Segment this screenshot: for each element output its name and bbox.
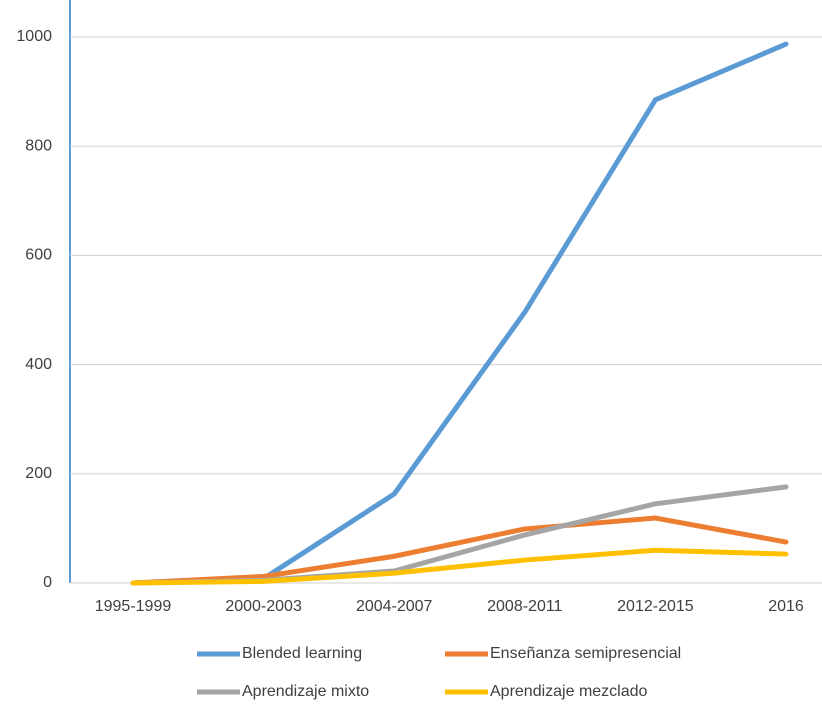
y-tick-label: 200 xyxy=(25,465,52,482)
y-tick-label: 1000 xyxy=(16,28,52,45)
y-tick-label: 0 xyxy=(43,574,52,591)
legend-label: Aprendizaje mixto xyxy=(242,683,369,700)
x-tick-label: 2000-2003 xyxy=(225,598,302,615)
x-tick-label: 1995-1999 xyxy=(95,598,172,615)
series-line xyxy=(130,515,789,586)
y-tick-label: 400 xyxy=(25,356,52,373)
x-tick-label: 2012-2015 xyxy=(617,598,694,615)
y-tick-label: 600 xyxy=(25,247,52,264)
legend-label: Blended learning xyxy=(242,645,362,662)
legend-label: Aprendizaje mezclado xyxy=(490,683,648,700)
x-tick-label: 2008-2011 xyxy=(487,598,562,615)
x-tick-label: 2016 xyxy=(768,598,804,615)
y-tick-label: 800 xyxy=(25,137,52,154)
series-line xyxy=(130,547,789,586)
legend-label: Enseñanza semipresencial xyxy=(490,645,681,662)
x-tick-label: 2004-2007 xyxy=(356,598,433,615)
series-line xyxy=(130,41,789,586)
